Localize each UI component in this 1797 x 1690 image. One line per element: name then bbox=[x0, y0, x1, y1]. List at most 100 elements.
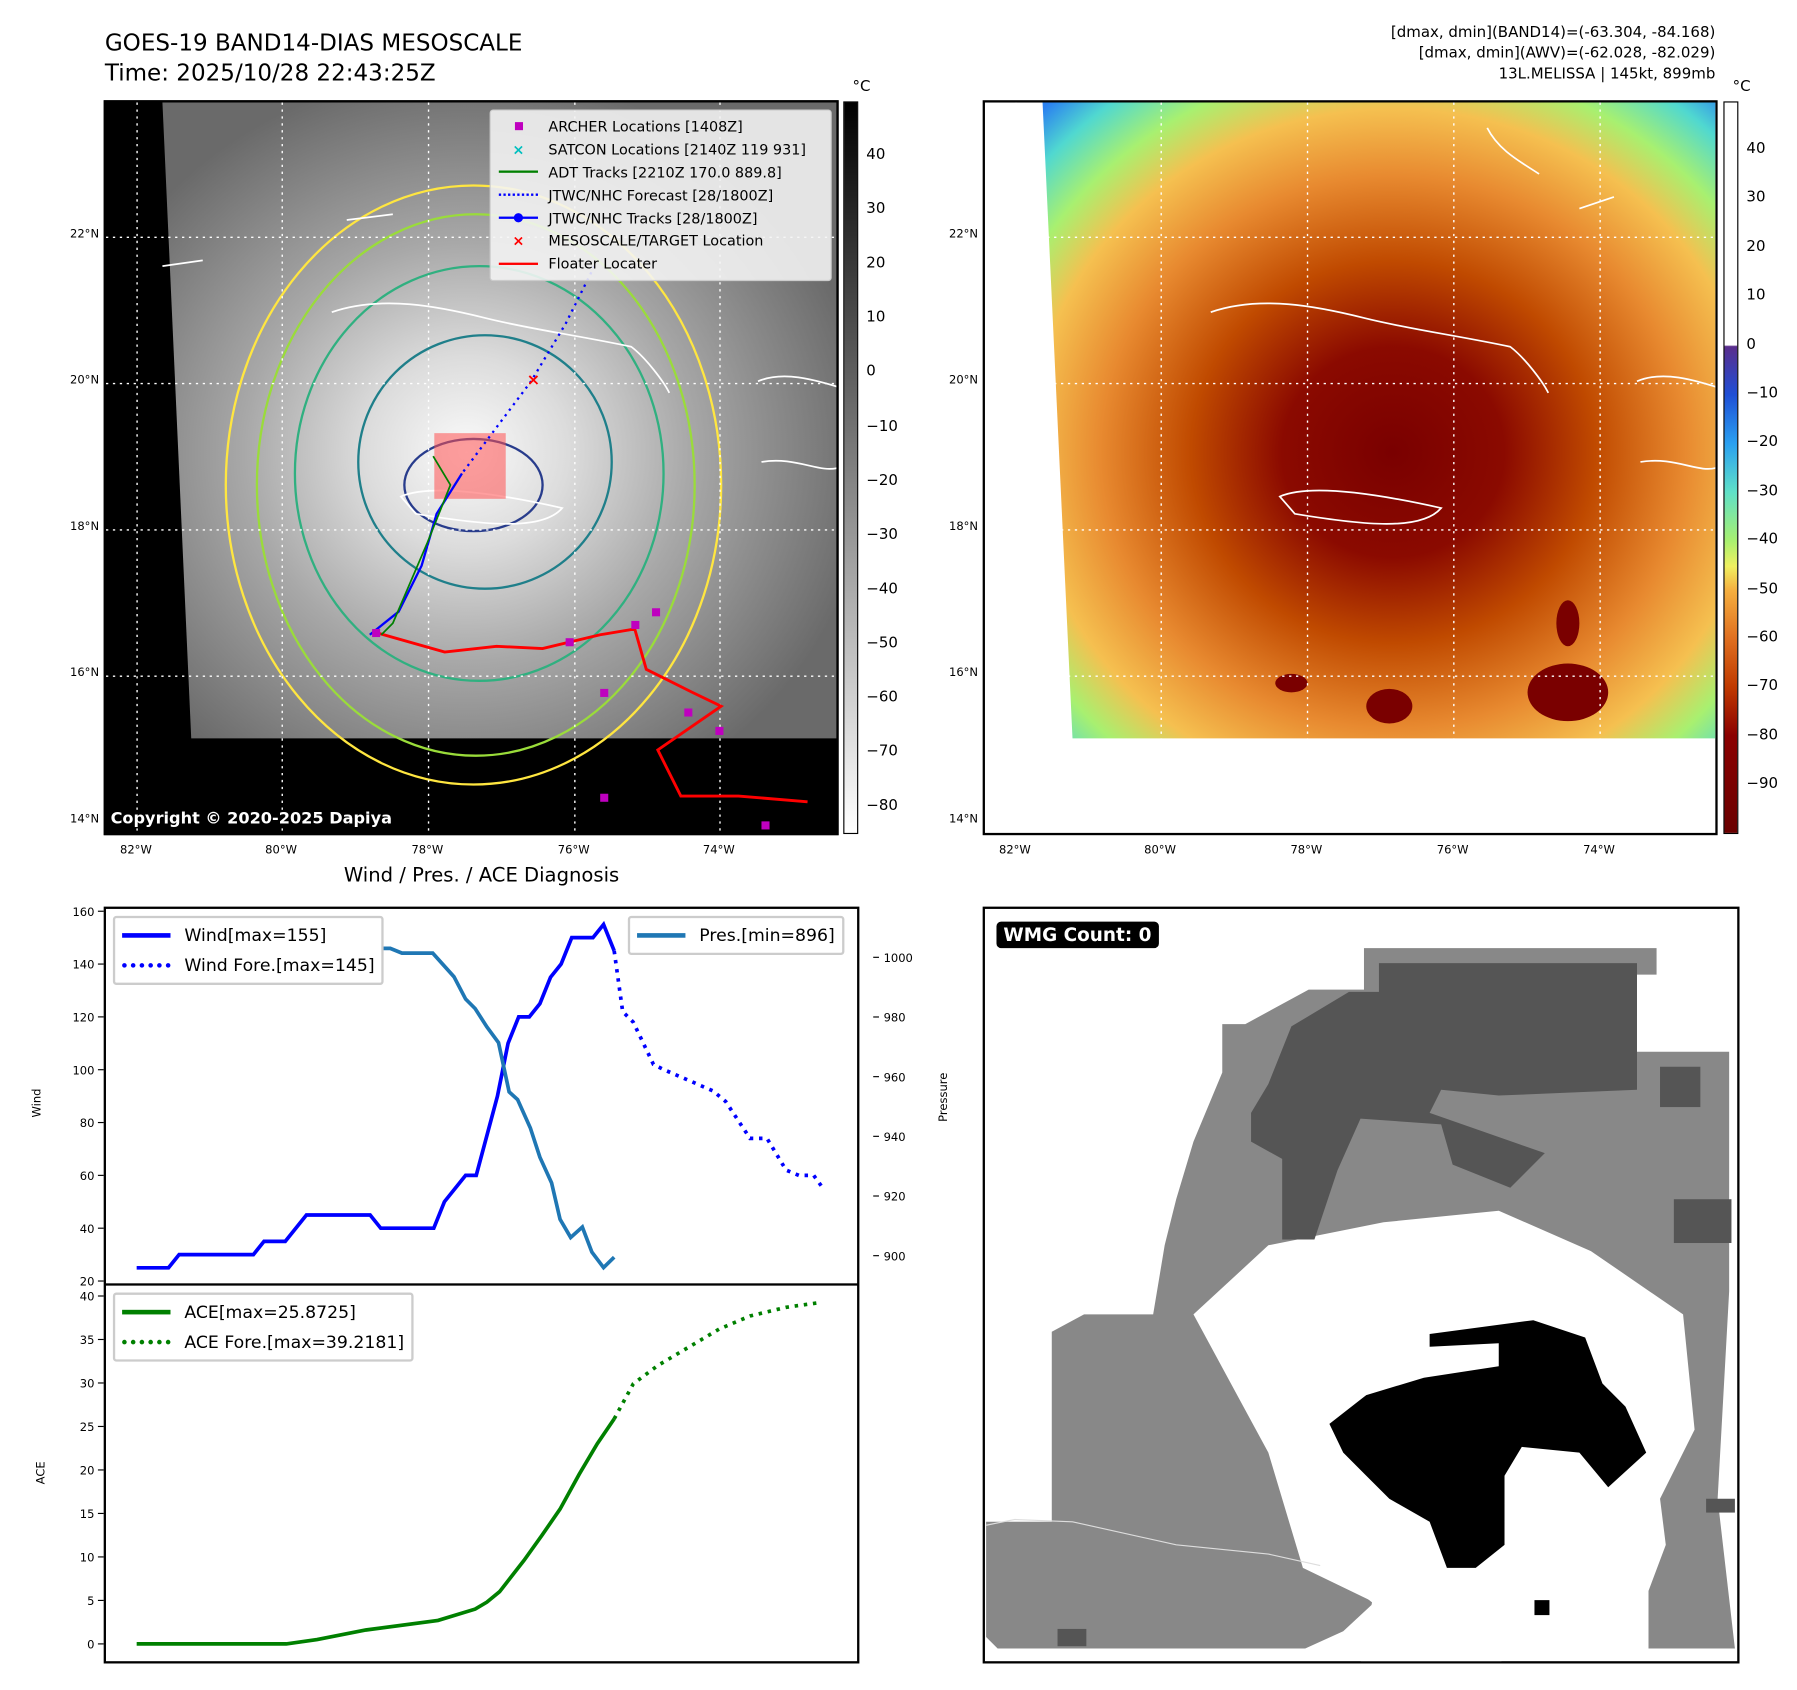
ace-tick-label: 25 bbox=[80, 1420, 95, 1434]
storm-summary: 13L.MELISSA | 145kt, 899mb bbox=[1498, 65, 1716, 83]
archer-markers bbox=[372, 608, 770, 830]
red-x-icon: × bbox=[512, 231, 525, 250]
wind-tick-label: 20 bbox=[80, 1275, 95, 1289]
longitude-label: 76°W bbox=[1436, 844, 1469, 858]
blue-line-icon bbox=[122, 933, 171, 938]
latitude-label: 18°N bbox=[948, 520, 979, 534]
wind-tick-label: 60 bbox=[80, 1169, 95, 1183]
blue-line-dot-icon bbox=[498, 213, 539, 223]
wind-tick-label: 120 bbox=[72, 1010, 94, 1024]
colorbar-tick-label: −70 bbox=[866, 743, 898, 761]
figure-title: GOES-19 BAND14-DIAS MESOSCALE Time: 2025… bbox=[105, 28, 523, 88]
chart-title: Wind / Pres. / ACE Diagnosis bbox=[343, 863, 620, 888]
colorbar-tick-label: −20 bbox=[866, 471, 898, 490]
ace-tick-label: 35 bbox=[80, 1333, 95, 1347]
time-line: Time: 2025/10/28 22:43:25Z bbox=[104, 58, 436, 87]
ace-line bbox=[136, 1417, 616, 1646]
longitude-label: 82°W bbox=[120, 844, 152, 858]
colorbar-tick-label: 30 bbox=[866, 200, 886, 218]
storm-info: [dmax, dmin](BAND14)=(-63.304, -84.168) … bbox=[1391, 23, 1715, 85]
colorbar-tick-label: −30 bbox=[1746, 482, 1779, 500]
floater-box bbox=[434, 433, 506, 499]
legend-label: ACE[max=25.8725] bbox=[184, 1301, 356, 1323]
colorbar-tick-label: 20 bbox=[866, 254, 886, 273]
wmg-classification bbox=[985, 948, 1735, 1662]
awv-image bbox=[1042, 102, 1716, 739]
ace-tick-label: 5 bbox=[87, 1594, 94, 1608]
wind-line bbox=[136, 920, 616, 1270]
colorbar-tick-label: −20 bbox=[1746, 433, 1779, 451]
colorbar-tick-label: −80 bbox=[1746, 726, 1779, 744]
legend-item: JTWC/NHC Tracks [28/1800Z] bbox=[498, 206, 824, 229]
ace-tick-label: 40 bbox=[80, 1290, 95, 1304]
latitude-label: 18°N bbox=[70, 520, 100, 534]
band14-range: [dmax, dmin](BAND14)=(-63.304, -84.168) bbox=[1390, 24, 1716, 42]
legend-item: ADT Tracks [2210Z 170.0 889.8] bbox=[498, 161, 824, 184]
green-line-icon bbox=[122, 1309, 171, 1315]
magenta-square-icon bbox=[498, 122, 539, 131]
legend-label: Floater Locater bbox=[548, 254, 658, 273]
wmg-eye-region bbox=[1329, 1320, 1647, 1568]
ace-legend: ACE[max=25.8725] ACE Fore.[max=39.2181] bbox=[112, 1292, 414, 1362]
target-marker: × bbox=[527, 370, 541, 389]
floater-track bbox=[375, 627, 808, 804]
legend-item: Wind Fore.[max=145] bbox=[122, 950, 375, 980]
wmg-dark-gray-region bbox=[1251, 963, 1637, 1240]
colorbar-tick-label: −30 bbox=[866, 526, 898, 544]
longitude-label: 74°W bbox=[1583, 844, 1615, 858]
adt-track bbox=[380, 455, 452, 636]
pressure-tick-label: 920 bbox=[884, 1190, 906, 1204]
blue-dotted-line-icon bbox=[498, 193, 539, 197]
blue-dotted-line-icon bbox=[122, 963, 171, 968]
colorbar-unit: °C bbox=[1732, 78, 1751, 96]
latitude-label: 22°N bbox=[948, 228, 979, 241]
wmg-light-gray-region bbox=[986, 948, 1735, 1649]
ace-tick-label: 20 bbox=[80, 1464, 95, 1478]
awv-imagery bbox=[984, 102, 1716, 833]
steelblue-line-icon bbox=[637, 933, 686, 938]
latitude-label: 20°N bbox=[70, 374, 100, 388]
wind-tick-label: 160 bbox=[72, 905, 94, 919]
ace-tick-label: 0 bbox=[87, 1638, 94, 1652]
ace-fore-line bbox=[612, 1301, 818, 1420]
awv-range: [dmax, dmin](AWV)=(-62.028, -82.029) bbox=[1418, 44, 1716, 63]
legend-item: Wind[max=155] bbox=[122, 920, 374, 950]
legend-item: × MESOSCALE/TARGET Location bbox=[498, 229, 824, 252]
wind-tick-label: 40 bbox=[80, 1222, 95, 1236]
legend-label: Wind Fore.[max=145] bbox=[184, 955, 375, 976]
colorbar-tick-label: −90 bbox=[1746, 775, 1779, 793]
legend-label: ARCHER Locations [1408Z] bbox=[548, 117, 743, 136]
colorbar-tick-label: 40 bbox=[1746, 140, 1766, 158]
latitude-label: 16°N bbox=[948, 667, 979, 680]
colorbar-tick-label: 0 bbox=[866, 363, 876, 381]
colorbar-tick-label: 0 bbox=[1746, 335, 1756, 354]
title-line: GOES-19 BAND14-DIAS MESOSCALE bbox=[104, 28, 523, 57]
legend-label: MESOSCALE/TARGET Location bbox=[548, 231, 764, 250]
green-dotted-line-icon bbox=[122, 1339, 171, 1345]
latitude-label: 16°N bbox=[70, 667, 100, 680]
longitude-label: 78°W bbox=[411, 844, 444, 858]
colorbar-tick-label: −10 bbox=[1746, 384, 1779, 403]
pressure-tick-label: 900 bbox=[884, 1249, 906, 1263]
red-line-icon bbox=[498, 262, 539, 265]
legend-item: ACE Fore.[max=39.2181] bbox=[122, 1327, 404, 1357]
legend-label: ADT Tracks [2210Z 170.0 889.8] bbox=[548, 163, 782, 181]
colorbar-tick-label: −50 bbox=[866, 634, 898, 652]
ace-tick-label: 30 bbox=[80, 1377, 95, 1391]
forecast-track bbox=[461, 265, 596, 475]
wind-legend: Wind[max=155] Wind Fore.[max=145] bbox=[112, 915, 384, 985]
cyan-x-icon: × bbox=[512, 140, 525, 159]
awv-map bbox=[982, 100, 1718, 836]
pressure-tick-label: 940 bbox=[884, 1130, 906, 1144]
longitude-label: 80°W bbox=[1144, 844, 1176, 858]
wmg-dark-patches bbox=[1057, 1066, 1735, 1647]
legend-item: ACE[max=25.8725] bbox=[122, 1297, 404, 1327]
legend-label: JTWC/NHC Forecast [28/1800Z] bbox=[548, 186, 774, 204]
gridlines bbox=[984, 102, 1716, 833]
copyright: Copyright © 2020-2025 Dapiya bbox=[107, 809, 396, 829]
legend-label: Wind[max=155] bbox=[184, 925, 327, 946]
colorbar-tick-label: 30 bbox=[1746, 189, 1766, 207]
longitude-label: 74°W bbox=[702, 844, 735, 858]
map-legend: ARCHER Locations [1408Z] × SATCON Locatio… bbox=[489, 109, 832, 281]
